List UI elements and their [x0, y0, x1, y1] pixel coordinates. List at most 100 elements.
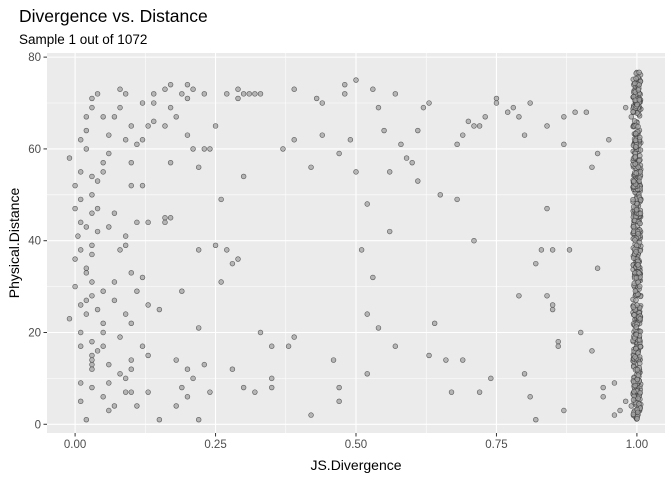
data-point: [72, 205, 78, 212]
data-point: [633, 249, 639, 255]
data-point: [151, 100, 157, 106]
data-point: [392, 91, 399, 97]
data-point: [89, 366, 95, 372]
data-point: [162, 123, 168, 129]
data-point: [342, 91, 348, 97]
data-point: [167, 159, 174, 166]
data-point: [635, 87, 642, 93]
data-point: [561, 407, 567, 414]
data-point: [549, 302, 556, 308]
data-point: [381, 127, 387, 134]
data-point: [167, 81, 174, 88]
data-point: [594, 265, 601, 271]
data-point: [403, 155, 410, 161]
data-point: [179, 384, 185, 391]
data-point: [631, 312, 637, 318]
data-point: [637, 389, 643, 396]
data-point: [94, 205, 101, 212]
data-point: [257, 329, 264, 336]
data-point: [443, 357, 449, 363]
data-point: [207, 146, 213, 152]
data-point: [100, 169, 106, 175]
data-point: [100, 320, 106, 327]
data-point: [336, 398, 342, 405]
data-point: [635, 409, 641, 416]
data-point: [533, 260, 539, 267]
data-point: [280, 146, 286, 152]
data-point: [583, 109, 590, 115]
data-point: [195, 416, 202, 423]
data-point: [533, 416, 539, 423]
data-point: [184, 95, 191, 102]
data-point: [454, 141, 460, 148]
data-point: [631, 118, 638, 124]
data-point: [409, 159, 415, 166]
y-tick-label: 60: [28, 144, 41, 156]
data-point: [201, 91, 208, 97]
data-point: [117, 371, 123, 377]
data-point: [600, 394, 606, 400]
data-point: [111, 210, 118, 216]
data-point: [117, 86, 123, 92]
data-point: [633, 275, 640, 281]
data-point: [628, 114, 634, 120]
data-point: [212, 123, 219, 129]
data-point: [392, 343, 399, 349]
data-point: [184, 394, 191, 400]
data-point: [235, 256, 241, 262]
data-point: [308, 412, 314, 418]
data-point: [555, 338, 561, 345]
x-tick-label: 0.00: [64, 439, 86, 451]
data-point: [89, 384, 95, 391]
data-point: [128, 320, 134, 327]
data-point: [139, 182, 146, 189]
data-point: [632, 154, 638, 160]
data-point: [78, 329, 84, 336]
data-point: [201, 146, 208, 152]
data-point: [145, 389, 151, 395]
data-point: [415, 127, 421, 134]
data-point: [482, 114, 488, 120]
data-point: [630, 109, 636, 115]
data-point: [167, 215, 174, 221]
y-tick-label: 40: [28, 236, 41, 248]
data-point: [151, 91, 157, 97]
data-point: [488, 375, 494, 382]
data-point: [246, 91, 252, 97]
data-point: [78, 380, 84, 386]
data-point: [173, 357, 179, 363]
data-point: [94, 91, 101, 97]
data-point: [527, 394, 533, 400]
data-point: [78, 219, 84, 226]
data-point: [636, 69, 642, 76]
data-point: [134, 141, 140, 148]
data-point: [566, 247, 573, 253]
data-point: [631, 178, 637, 184]
data-point: [229, 260, 236, 267]
data-point: [89, 293, 95, 299]
data-point: [630, 397, 637, 403]
data-point: [145, 302, 151, 308]
data-point: [635, 262, 641, 268]
data-point: [218, 279, 224, 285]
data-point: [128, 366, 134, 372]
data-point: [632, 288, 639, 294]
data-point: [252, 91, 258, 97]
data-point: [364, 371, 370, 377]
data-point: [291, 334, 297, 340]
data-point: [637, 147, 644, 153]
data-point: [100, 288, 106, 294]
data-point: [630, 196, 636, 203]
data-point: [635, 231, 641, 237]
data-point: [75, 233, 81, 239]
data-point: [636, 157, 642, 164]
data-point: [201, 361, 208, 368]
data-point: [100, 394, 106, 400]
x-tick-label: 0.50: [345, 439, 367, 451]
data-point: [89, 352, 95, 359]
data-point: [134, 288, 140, 294]
major-gridlines: [47, 53, 665, 433]
data-point: [510, 104, 517, 111]
data-point: [122, 389, 129, 395]
